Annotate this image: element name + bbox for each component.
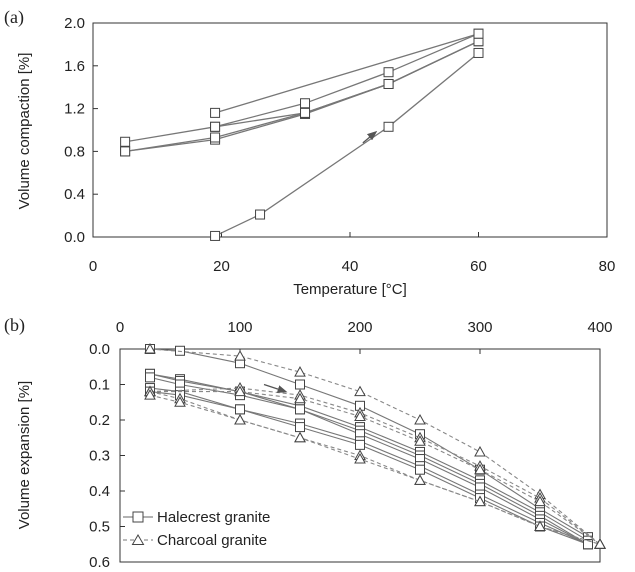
panel-a-x-tick-label: 60 (470, 258, 487, 275)
panel-a-data-point (210, 121, 221, 132)
panel-b-y-tick-label: 0.2 (89, 412, 110, 429)
panel-a-x-tick-label: 20 (213, 258, 230, 275)
charcoal-data-point (144, 342, 156, 354)
panel-a-data-point (383, 78, 394, 89)
panel-b-x-tick-label: 400 (587, 319, 612, 336)
charcoal-data-point (414, 474, 426, 485)
charcoal-series-line (149, 348, 601, 545)
panel-a-data-point (210, 230, 221, 241)
panel-b-axes: 0 100 200 300 400 0.0 0.1 0.2 0.3 0.4 0.5 0.6 (89, 319, 612, 571)
charcoal-data-point (474, 495, 486, 507)
charcoal-data-point (294, 392, 306, 404)
panel-a-series-4 (120, 36, 484, 147)
charcoal-data-point (594, 538, 606, 549)
panel-b-y-tick-label: 0.6 (89, 554, 110, 571)
charcoal-data-point (144, 389, 156, 400)
panel-a-label: (a) (4, 7, 24, 28)
panel-a-y-tick-label: 1.2 (64, 101, 85, 118)
panel-a-y-axis-label: Volume compaction [%] (16, 53, 33, 210)
legend-halecrest-label: Halecrest granite (157, 509, 270, 526)
charcoal-series-line (149, 387, 601, 545)
halecrest-data-point (295, 379, 305, 390)
charcoal-data-point (354, 385, 366, 397)
halecrest-data-point (175, 345, 185, 356)
charcoal-data-point (294, 366, 306, 377)
panel-b-y-tick-label: 0.1 (89, 377, 110, 394)
panel-b-y-tick-label: 0.4 (89, 483, 110, 500)
panel-a-data-point (210, 132, 221, 143)
panel-b-x-tick-label: 300 (467, 319, 492, 336)
charcoal-data-point (414, 413, 426, 425)
panel-a-x-tick-label: 40 (342, 258, 359, 275)
panel-a-y-tick-label: 0.8 (64, 143, 85, 160)
legend-charcoal-marker (131, 534, 145, 545)
halecrest-data-point (415, 464, 425, 475)
panel-a-x-tick-label: 80 (599, 258, 616, 275)
panel-a-series-6 (210, 28, 484, 118)
panel-a-series-line (214, 33, 479, 114)
halecrest-data-point (355, 439, 365, 450)
charcoal-data-point (234, 350, 246, 361)
panel-a-x-tick-label: 0 (89, 258, 97, 275)
panel-a-x-axis-label: Temperature [°C] (293, 281, 407, 298)
panel-a-plot-frame (92, 22, 608, 238)
charcoal-data-point (474, 463, 486, 475)
halecrest-data-point (295, 422, 305, 433)
panel-b-label: (b) (4, 315, 25, 336)
panel-a-y-tick-label: 0.0 (64, 229, 85, 246)
panel-a-data-point (300, 107, 311, 118)
panel-b-y-tick-label: 0.3 (89, 448, 110, 465)
panel-a-y-tick-label: 0.4 (64, 186, 85, 203)
legend-halecrest-marker (132, 511, 144, 523)
chart-panel-b: (b) 0 100 200 300 400 0.0 0.1 0.2 0.3 0.4 0.5 0.6 V… (4, 315, 613, 571)
panel-a-series-group (120, 28, 484, 241)
charcoal-data-point (354, 453, 366, 464)
chart-panel-a: (a) 0 20 40 60 80 0.0 0.4 0.8 1.2 1.6 2.0 Temperat… (4, 7, 615, 298)
panel-a-data-point (383, 67, 394, 78)
halecrest-data-point (583, 539, 593, 550)
halecrest-data-point (295, 404, 305, 415)
panel-a-y-tick-label: 1.6 (64, 58, 85, 75)
charcoal-data-point (534, 495, 546, 507)
panel-b-x-tick-label: 0 (116, 319, 124, 336)
charcoal-data-point (534, 520, 546, 531)
panel-a-data-point (473, 47, 484, 58)
panel-b-x-tick-label: 200 (347, 319, 372, 336)
charcoal-data-point (234, 385, 246, 397)
charcoal-data-point (474, 445, 486, 457)
panel-b-x-tick-label: 100 (227, 319, 252, 336)
panel-b-y-tick-label: 0.0 (89, 341, 110, 358)
panel-a-series-line (214, 52, 479, 237)
panel-a-series-line (214, 33, 479, 128)
charcoal-data-point (414, 435, 426, 446)
panel-b-series-group (144, 342, 606, 550)
charcoal-data-point (234, 413, 246, 425)
halecrest-data-point (145, 372, 155, 383)
panel-b-legend: Halecrest granite Charcoal granite (123, 509, 270, 549)
charcoal-series-line (150, 391, 601, 545)
panel-a-data-point (383, 121, 394, 132)
panel-a-data-point (473, 28, 484, 39)
panel-a-direction-arrow (362, 130, 378, 144)
panel-a-y-tick-label: 2.0 (64, 15, 85, 32)
legend-charcoal-label: Charcoal granite (157, 532, 267, 549)
panel-a-data-point (255, 209, 266, 220)
panel-a-data-point (120, 136, 131, 147)
charcoal-series-11 (144, 389, 606, 549)
legend-item-charcoal: Charcoal granite (123, 532, 267, 549)
panel-b-direction-arrow (263, 383, 288, 393)
charcoal-data-point (354, 410, 366, 421)
legend-item-halecrest: Halecrest granite (123, 509, 270, 526)
panel-a-data-point (120, 146, 131, 157)
panel-a-data-point (300, 98, 311, 109)
charcoal-data-point (294, 431, 306, 443)
panel-b-y-axis-label: Volume expansion [%] (16, 381, 33, 529)
halecrest-data-point (235, 404, 245, 415)
charcoal-data-point (174, 396, 186, 407)
panel-a-series-1 (210, 47, 484, 241)
panel-a-data-point (210, 107, 221, 118)
panel-b-y-tick-label: 0.5 (89, 519, 110, 536)
panel-a-axes: 0 20 40 60 80 0.0 0.4 0.8 1.2 1.6 2.0 (64, 15, 615, 275)
